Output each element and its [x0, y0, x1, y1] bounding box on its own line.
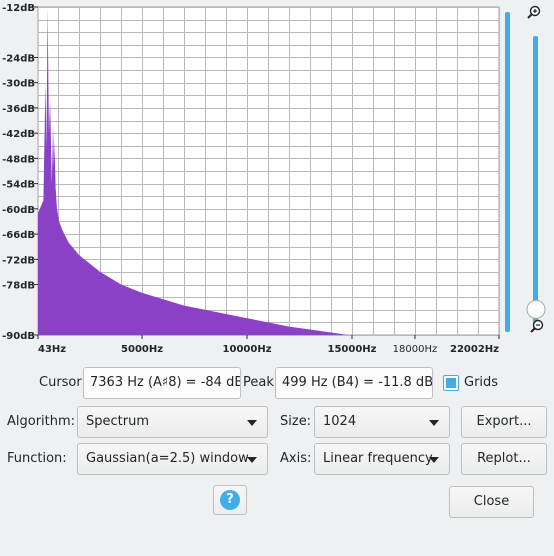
y-axis: -12dB -24dB -30dB -36dB -42dB -48dB -54dB -60dB…: [2, 3, 38, 342]
help-icon: ?: [220, 490, 240, 510]
export-button[interactable]: Export...: [461, 406, 547, 438]
peak-label: Peak:: [243, 375, 279, 390]
x-tick-label: 10000Hz: [223, 344, 272, 355]
grid-lines: [38, 7, 500, 336]
y-tick-label: -30dB: [2, 79, 35, 90]
size-select[interactable]: 1024: [314, 406, 450, 438]
y-tick-label: -66dB: [2, 230, 35, 241]
size-value: 1024: [323, 414, 357, 429]
help-button[interactable]: ?: [213, 485, 247, 515]
close-button[interactable]: Close: [449, 486, 534, 518]
chevron-down-icon: [247, 457, 257, 463]
zoom-in-button[interactable]: [527, 5, 541, 19]
zoom-slider-track[interactable]: [533, 36, 538, 330]
algorithm-label: Algorithm:: [7, 414, 76, 429]
y-tick-label: -72dB: [2, 255, 35, 266]
y-tick-label: -48dB: [2, 154, 35, 165]
function-value: Gaussian(a=2.5) window: [86, 451, 249, 466]
y-tick-label: -36dB: [2, 104, 35, 115]
x-tick-label: 5000Hz: [121, 344, 163, 355]
y-tick-label: -54dB: [2, 180, 35, 191]
chevron-down-icon: [247, 420, 257, 426]
spectrum-chart[interactable]: -12dB -24dB -30dB -36dB -42dB -48dB -54dB -60dB…: [0, 0, 554, 360]
function-row: Function: Gaussian(a=2.5) window Axis: L…: [0, 443, 554, 477]
function-label: Function:: [7, 451, 67, 466]
spectrum-area: [38, 6, 499, 335]
chevron-down-icon: [429, 420, 439, 426]
x-tick-label: 22002Hz: [450, 344, 499, 355]
x-tick-label: 43Hz: [38, 344, 66, 355]
x-axis: 43Hz 5000Hz 10000Hz 15000Hz 18000Hz 22002Hz: [37, 335, 500, 355]
size-label: Size:: [280, 414, 312, 429]
vertical-scrollbar[interactable]: [505, 12, 510, 332]
y-tick-label: -12dB: [2, 3, 35, 14]
peak-readout: 499 Hz (B4) = -11.8 dB: [275, 367, 433, 399]
axis-select[interactable]: Linear frequency: [314, 443, 450, 475]
y-tick-label: -78dB: [2, 281, 35, 292]
axis-label: Axis:: [280, 451, 312, 466]
grids-label: Grids: [464, 375, 499, 390]
x-tick-label: 15000Hz: [328, 344, 377, 355]
cursor-readout: 7363 Hz (A♯8) = -84 dB: [83, 367, 241, 399]
y-tick-label: -60dB: [2, 205, 35, 216]
spectrum-plot-area: -12dB -24dB -30dB -36dB -42dB -48dB -54dB -60dB…: [0, 0, 554, 360]
bottom-row: ? Close: [0, 485, 554, 519]
algorithm-value: Spectrum: [86, 414, 149, 429]
algorithm-row: Algorithm: Spectrum Size: 1024 Export...: [0, 406, 554, 440]
algorithm-select[interactable]: Spectrum: [77, 406, 268, 438]
y-tick-label: -90dB: [2, 331, 35, 342]
cursor-label: Cursor:: [39, 375, 86, 390]
function-select[interactable]: Gaussian(a=2.5) window: [77, 443, 268, 475]
chevron-down-icon: [429, 457, 439, 463]
grids-checkbox-box[interactable]: [443, 375, 459, 391]
y-tick-label: -42dB: [2, 129, 35, 140]
y-tick-label: -24dB: [2, 53, 35, 64]
axis-value: Linear frequency: [323, 451, 433, 466]
x-tick-label: 18000Hz: [393, 344, 438, 355]
zoom-out-button[interactable]: [530, 319, 544, 333]
zoom-slider-handle[interactable]: [526, 299, 546, 319]
replot-button[interactable]: Replot...: [461, 443, 547, 475]
readout-row: Cursor: 7363 Hz (A♯8) = -84 dB Peak: 499…: [0, 367, 554, 401]
